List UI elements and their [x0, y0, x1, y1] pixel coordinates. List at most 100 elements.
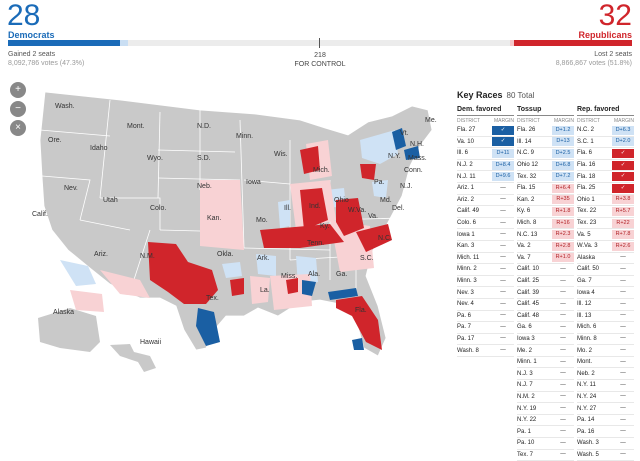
state-label: Calif. [32, 211, 48, 218]
us-house-map[interactable]: Wash. Mont. N.D. Minn. Idaho Ore. Wyo. S… [0, 80, 450, 458]
race-row[interactable]: Calif. 39 — [517, 287, 574, 299]
state-label: Mich. [313, 167, 330, 174]
race-row[interactable]: N.Y. 19 — [517, 403, 574, 415]
race-row[interactable]: Nev. 4 — [457, 299, 514, 311]
race-row[interactable]: Ky. 6 R+1.8 [517, 206, 574, 218]
race-row[interactable]: Pa. 16 — [577, 426, 634, 439]
race-row[interactable]: N.Y. 11 — [577, 380, 634, 392]
state-label: Ohio [334, 197, 349, 204]
race-row[interactable]: Iowa 3 — [517, 334, 574, 346]
race-row[interactable]: Mich. 6 — [577, 322, 634, 334]
race-row[interactable]: Calif. 50 — [577, 264, 634, 276]
margin-header: MARGIN [494, 118, 514, 124]
race-row[interactable]: Mo. 2 — [577, 345, 634, 357]
race-row[interactable]: Ill. 12 — [577, 299, 634, 311]
race-row[interactable]: Fla. 15 R+6.4 [517, 183, 574, 195]
race-row[interactable]: Calif. 25 — [517, 276, 574, 288]
zoom-in-button[interactable]: + [10, 82, 26, 98]
race-row[interactable]: N.Y. 24 — [577, 392, 634, 404]
race-row[interactable]: N.J. 7 — [517, 380, 574, 392]
race-row[interactable]: N.M. 2 — [517, 392, 574, 404]
race-row[interactable]: Colo. 6 — [457, 218, 514, 230]
race-row[interactable]: Iowa 1 — [457, 229, 514, 241]
race-row[interactable]: N.Y. 27 — [577, 403, 634, 415]
race-row[interactable]: Ill. 13 — [577, 311, 634, 323]
race-row[interactable]: Ill. 6 D+11 [457, 148, 514, 160]
zoom-out-button[interactable]: − [10, 101, 26, 117]
race-row[interactable]: Ga. 6 — [517, 322, 574, 334]
race-row[interactable]: Tex. 7 — [517, 450, 574, 461]
race-row[interactable]: Fla. 27 ✓ [457, 125, 514, 137]
race-row[interactable]: Pa. 1 — [517, 426, 574, 439]
race-row[interactable]: Ohio 12 D+6.8 [517, 160, 574, 172]
margin-value: — [560, 277, 566, 284]
margin-value: — [500, 184, 506, 191]
state-label: Md. [380, 197, 392, 204]
race-row[interactable]: Neb. 2 — [577, 368, 634, 381]
race-row[interactable]: N.J. 11 D+9.6 [457, 171, 514, 183]
race-row[interactable]: Va. 7 R+1.0 [517, 253, 574, 265]
race-row[interactable]: Ohio 1 R+3.8 [577, 195, 634, 207]
race-row[interactable]: Iowa 4 — [577, 287, 634, 299]
margin-value: R+2.8 [552, 241, 574, 251]
zoom-reset-button[interactable]: × [10, 120, 26, 136]
race-row[interactable]: Minn. 2 — [457, 264, 514, 276]
district-name: Calif. 50 [577, 266, 600, 273]
race-row[interactable]: Fla. 16 ✓ [577, 160, 634, 172]
race-row[interactable]: Ariz. 2 — [457, 195, 514, 207]
race-row[interactable]: S.C. 1 D+2.0 [577, 137, 634, 149]
race-row[interactable]: Va. 10 ✓ [457, 137, 514, 149]
race-row[interactable]: Tex. 32 D+7.2 [517, 171, 574, 183]
race-row[interactable]: Pa. 6 — [457, 311, 514, 323]
race-row[interactable]: Me. 2 — [517, 345, 574, 357]
race-row[interactable]: Va. 2 R+2.8 [517, 241, 574, 253]
race-row[interactable]: Minn. 8 — [577, 334, 634, 346]
district-name: N.C. 2 [577, 127, 595, 134]
race-row[interactable]: Fla. 18 ✓ [577, 171, 634, 183]
district-name: Kan. 2 [517, 196, 535, 203]
race-row[interactable]: Pa. 14 — [577, 415, 634, 427]
district-name: N.J. 3 [517, 370, 533, 377]
race-row[interactable]: N.J. 2 D+8.4 [457, 160, 514, 172]
race-row[interactable]: N.C. 13 R+2.3 [517, 229, 574, 241]
race-row[interactable]: Wash. 3 — [577, 438, 634, 450]
race-row[interactable]: Mont. — [577, 357, 634, 369]
race-row[interactable]: Va. 5 R+7.8 [577, 229, 634, 241]
district-name: N.M. 2 [517, 393, 535, 400]
race-row[interactable]: Wash. 5 — [577, 450, 634, 461]
race-row[interactable]: Pa. 10 — [517, 438, 574, 450]
race-row[interactable]: Kan. 2 R+35 [517, 195, 574, 207]
race-row[interactable]: Tex. 23 R+22 [577, 218, 634, 230]
race-row[interactable]: Calif. 45 — [517, 299, 574, 311]
race-row[interactable]: Minn. 1 — [517, 357, 574, 369]
hawaii-shape [110, 344, 156, 372]
margin-value: — [620, 323, 626, 330]
race-row[interactable]: Tex. 22 R+5.7 [577, 206, 634, 218]
race-row[interactable]: Fla. 26 D+1.2 [517, 125, 574, 137]
race-row[interactable]: Fla. 25 ✓ [577, 183, 634, 195]
margin-value: — [560, 439, 566, 446]
race-row[interactable]: N.J. 3 — [517, 368, 574, 381]
race-row[interactable]: Ariz. 1 — [457, 183, 514, 195]
race-row[interactable]: Ga. 7 — [577, 276, 634, 288]
race-row[interactable]: Mich. 11 — [457, 253, 514, 265]
race-row[interactable]: Ill. 14 D+13 [517, 137, 574, 149]
race-row[interactable]: N.C. 9 D+2.5 [517, 148, 574, 160]
race-row[interactable]: Mich. 8 R+16 [517, 218, 574, 230]
race-row[interactable]: N.C. 2 D+6.3 [577, 125, 634, 137]
race-row[interactable]: Fla. 6 ✓ [577, 148, 634, 160]
race-row[interactable]: Minn. 3 — [457, 276, 514, 288]
district-name: Mich. 11 [457, 254, 480, 261]
race-row[interactable]: Calif. 10 — [517, 264, 574, 276]
race-row[interactable]: Pa. 7 — [457, 322, 514, 334]
race-row[interactable]: Kan. 3 — [457, 241, 514, 253]
race-row[interactable]: Nev. 3 — [457, 287, 514, 299]
race-row[interactable]: Wash. 8 — [457, 345, 514, 357]
race-row[interactable]: W.Va. 3 R+2.6 [577, 241, 634, 253]
race-row[interactable]: Calif. 48 — [517, 311, 574, 323]
race-row[interactable]: Pa. 17 — [457, 334, 514, 346]
race-row[interactable]: Calif. 49 — [457, 206, 514, 218]
race-row[interactable]: N.Y. 22 — [517, 415, 574, 427]
race-row[interactable]: Alaska — [577, 253, 634, 265]
state-label: Tenn. [307, 240, 324, 247]
